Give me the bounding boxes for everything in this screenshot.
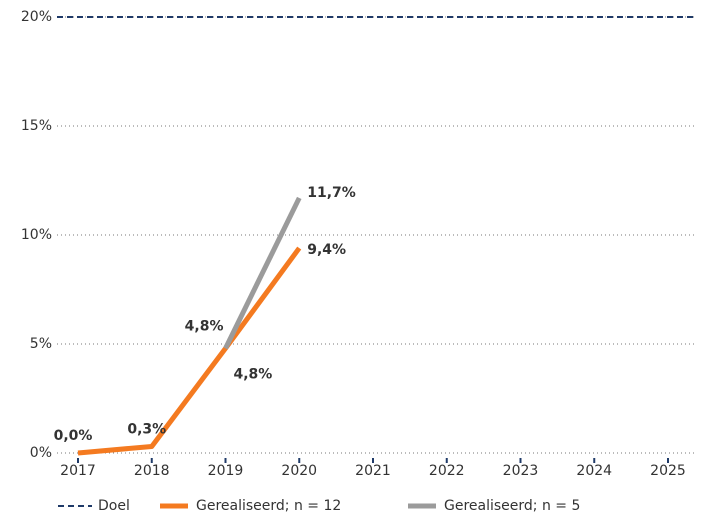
x-tick-label: 2025	[650, 463, 686, 479]
x-tick-label: 2022	[429, 463, 465, 479]
y-tick-label: 5%	[30, 336, 52, 352]
value-label: 9,4%	[307, 242, 346, 258]
x-tick-label: 2021	[355, 463, 391, 479]
x-tick-label: 2019	[208, 463, 244, 479]
x-tick-label: 2020	[281, 463, 317, 479]
y-tick-label: 0%	[30, 445, 52, 461]
legend-label: Doel	[98, 498, 130, 514]
series-line	[223, 196, 302, 350]
y-tick-label: 10%	[21, 227, 52, 243]
value-label: 4,8%	[234, 366, 273, 382]
legend-label: Gerealiseerd; n = 12	[196, 498, 341, 514]
x-tick-label: 2018	[134, 463, 170, 479]
legend-label: Gerealiseerd; n = 5	[444, 498, 580, 514]
series-line	[77, 246, 302, 456]
y-tick-label: 15%	[21, 118, 52, 134]
x-tick-label: 2024	[576, 463, 612, 479]
y-tick-label: 20%	[21, 9, 52, 25]
x-tick-label: 2017	[60, 463, 96, 479]
value-label: 4,8%	[185, 318, 224, 334]
x-tick-label: 2023	[503, 463, 539, 479]
value-label: 0,0%	[54, 428, 93, 444]
value-label: 0,3%	[127, 421, 166, 437]
value-label: 11,7%	[307, 185, 356, 201]
